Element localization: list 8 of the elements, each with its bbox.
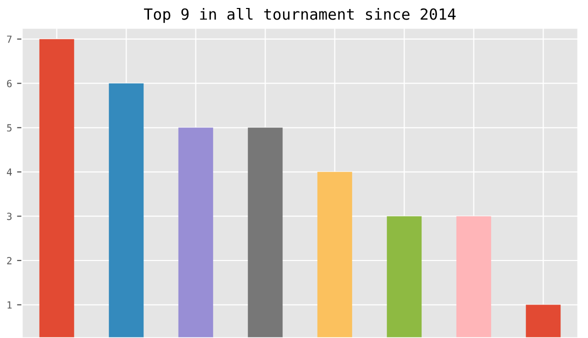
chart-title: Top 9 in all tournament since 2014 — [144, 8, 456, 23]
y-tick-label: 3 — [7, 212, 12, 220]
y-tick-label: 2 — [7, 257, 12, 264]
y-tick-label: 6 — [7, 80, 12, 88]
y-tick-label: 5 — [7, 124, 12, 132]
y-tick-label: 7 — [7, 36, 12, 43]
y-tick-label: 1 — [8, 301, 12, 309]
y-tick-label: 4 — [6, 168, 12, 176]
